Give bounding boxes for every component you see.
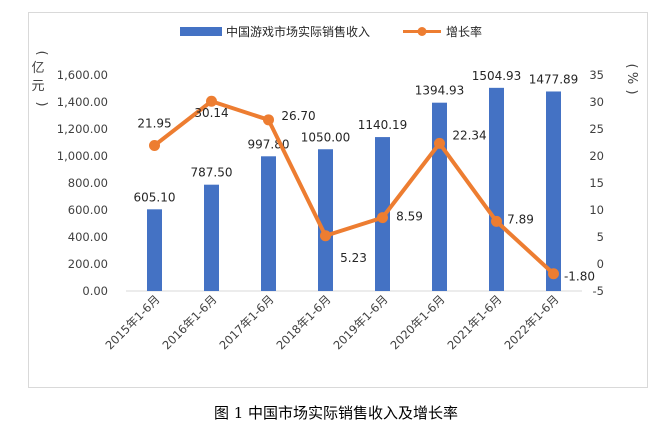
right-tick-label: 10 (589, 203, 604, 217)
bar-data-label: 1140.19 (358, 118, 408, 132)
x-axis-ticks: 2015年1-6月2016年1-6月2017年1-6月2018年1-6月2019… (102, 292, 561, 352)
growth-point (548, 268, 559, 280)
left-axis-unit: ( 亿 元 ) (31, 50, 49, 106)
legend-label-revenue: 中国游戏市场实际销售收入 (226, 24, 370, 39)
left-tick-label: 0.00 (82, 284, 108, 298)
growth-point (377, 212, 388, 224)
left-tick-label: 1,400.00 (57, 95, 108, 109)
x-tick-label: 2021年1-6月 (444, 292, 504, 352)
left-tick-label: 800.00 (68, 176, 108, 190)
left-axis-unit-char-1: 亿 (31, 61, 44, 76)
svg-text:): ) (34, 101, 49, 106)
growth-point (434, 137, 445, 149)
bar (318, 149, 333, 291)
left-tick-label: 200.00 (68, 257, 108, 271)
right-tick-label: 5 (597, 230, 604, 244)
bar-data-label: 1050.00 (301, 130, 351, 144)
right-tick-label: 35 (589, 68, 604, 82)
right-tick-label: 20 (589, 149, 604, 163)
bar-data-label: 1394.93 (415, 84, 465, 98)
growth-data-label: 30.14 (194, 106, 228, 120)
x-tick-label: 2017年1-6月 (216, 292, 276, 352)
bar (432, 102, 447, 291)
legend: 中国游戏市场实际销售收入 增长率 (180, 24, 482, 39)
right-tick-label: 30 (589, 95, 604, 109)
bar (204, 184, 219, 291)
bar-data-label: 605.10 (134, 190, 176, 204)
growth-data-label: 7.89 (507, 212, 534, 226)
chart-frame (28, 12, 648, 388)
x-tick-label: 2020年1-6月 (387, 292, 447, 352)
svg-text:): ) (624, 89, 639, 94)
legend-swatch-revenue (180, 27, 222, 36)
x-tick-label: 2022年1-6月 (501, 292, 561, 352)
bars (147, 87, 561, 292)
growth-data-label: -1.80 (564, 270, 595, 284)
right-tick-label: 15 (589, 176, 604, 190)
growth-point (263, 114, 274, 126)
growth-data-label: 26.70 (281, 109, 315, 123)
growth-point (149, 139, 160, 151)
growth-point (206, 95, 217, 107)
growth-line-path (153, 99, 555, 276)
left-tick-label: 400.00 (68, 230, 108, 244)
legend-marker-growth (417, 27, 427, 36)
bar (489, 87, 504, 292)
growth-data-label: 21.95 (137, 116, 171, 130)
left-tick-label: 1,200.00 (57, 122, 108, 136)
right-tick-label: 25 (589, 122, 604, 136)
bar-data-label: 1504.93 (472, 69, 522, 83)
growth-data-label: 22.34 (452, 128, 486, 142)
growth-labels: 21.95 30.14 26.70 5.23 8.59 22.34 7.89 -1.80 (137, 106, 595, 283)
right-tick-label: 0 (597, 257, 604, 271)
right-axis-unit-label: % (624, 72, 639, 84)
left-tick-label: 600.00 (68, 203, 108, 217)
figure-caption: 图 1 中国市场实际销售收入及增长率 (213, 404, 459, 422)
bar (546, 91, 561, 291)
legend-label-growth: 增长率 (446, 24, 482, 39)
bar-labels: 605.10787.50997.801050.001140.191394.931… (134, 69, 579, 204)
growth-point (491, 215, 502, 227)
x-tick-label: 2015年1-6月 (102, 292, 162, 352)
growth-data-label: 8.59 (396, 210, 423, 224)
svg-text:(: ( (624, 63, 639, 68)
right-axis-unit: ( % ) (624, 63, 639, 94)
x-tick-label: 2019年1-6月 (330, 292, 390, 352)
svg-text:(: ( (34, 50, 49, 55)
bar (261, 156, 276, 291)
x-tick-label: 2018年1-6月 (273, 292, 333, 352)
bar-data-label: 787.50 (191, 166, 233, 180)
growth-data-label: 5.23 (340, 251, 367, 265)
x-tick-label: 2016年1-6月 (159, 292, 219, 352)
right-axis-ticks: -5 0 5 10 15 20 25 30 35 (589, 68, 604, 298)
right-tick-label: -5 (593, 284, 604, 298)
left-axis-ticks: 0.00 200.00 400.00 600.00 800.00 1,000.00 1,20… (57, 68, 108, 298)
chart: 中国游戏市场实际销售收入 增长率 ( 亿 元 ) ( % ) 0.00200.0… (31, 24, 639, 352)
left-tick-label: 1,000.00 (57, 149, 108, 163)
growth-line (149, 95, 559, 280)
bar (147, 209, 162, 291)
left-axis-unit-char-2: 元 (31, 79, 44, 94)
left-tick-label: 1,600.00 (57, 68, 108, 82)
growth-point (320, 230, 331, 242)
bar-data-label: 1477.89 (529, 72, 579, 86)
